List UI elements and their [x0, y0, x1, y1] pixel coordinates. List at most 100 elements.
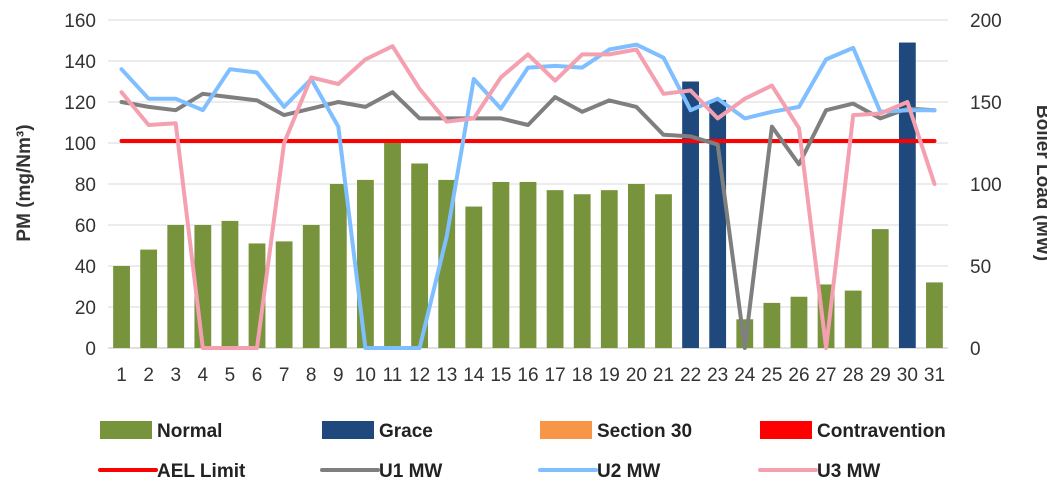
legend-swatch	[760, 421, 812, 439]
x-tick-label: 31	[924, 365, 945, 386]
legend-item-u2-mw: U2 MW	[538, 461, 660, 482]
bar-30	[898, 42, 916, 349]
legend-swatch	[540, 421, 592, 439]
legend-label: Contravention	[817, 421, 946, 442]
bar-1	[113, 266, 130, 348]
legend-label: Normal	[157, 421, 222, 442]
legend-item-u1-mw: U1 MW	[320, 461, 442, 482]
x-tick-label: 2	[143, 365, 154, 386]
x-tick-label: 27	[815, 365, 836, 386]
bar-16	[519, 181, 537, 348]
bar-9	[329, 184, 347, 348]
x-tick-label: 19	[599, 365, 620, 386]
bar-18	[573, 194, 591, 348]
x-tick-label: 30	[897, 365, 918, 386]
bar-14	[465, 206, 483, 348]
y-tick-label: 0	[85, 339, 96, 360]
y-tick-label: 80	[75, 175, 96, 196]
y2-tick-label: 0	[970, 339, 981, 360]
y-tick-label: 20	[75, 298, 96, 319]
bar-3	[167, 225, 185, 348]
bar-10	[357, 179, 374, 348]
bar-26	[790, 296, 808, 348]
x-tick-label: 28	[843, 365, 864, 386]
y-axis-title: PM (mg/Nm³)	[14, 124, 35, 241]
x-tick-label: 21	[653, 365, 674, 386]
bar-5	[221, 220, 239, 348]
series-line-u1-mw	[119, 90, 937, 350]
bar-21	[655, 194, 672, 348]
legend-label: AEL Limit	[157, 461, 246, 482]
x-tick-label: 16	[517, 365, 538, 386]
y-tick-label: 120	[64, 93, 96, 114]
y2-axis-title: Boiler Load (MW)	[1032, 105, 1047, 261]
x-tick-label: 29	[870, 365, 891, 386]
x-tick-label: 10	[355, 365, 376, 386]
legend: Normal Grace Section 30 Contravention AEL Li…	[98, 421, 946, 482]
x-tick-label: 24	[734, 365, 756, 386]
legend-item-contravention: Contravention	[760, 421, 946, 442]
legend-item-ael-limit: AEL Limit	[98, 461, 246, 482]
y-tick-label: 60	[75, 216, 96, 237]
bars	[113, 42, 943, 349]
x-tick-label: 8	[306, 365, 317, 386]
x-tick-label: 5	[225, 365, 236, 386]
x-tick-label: 13	[436, 365, 457, 386]
legend-swatch	[100, 421, 152, 439]
x-tick-label: 4	[198, 365, 209, 386]
bar-7	[275, 241, 293, 348]
legend-item-grace: Grace	[322, 421, 433, 442]
bar-20	[627, 184, 645, 348]
bar-2	[140, 249, 158, 348]
y2-tick-label: 200	[970, 11, 1002, 32]
x-tick-label: 7	[279, 365, 290, 386]
legend-label: U1 MW	[379, 461, 442, 482]
x-tick-label: 25	[761, 365, 782, 386]
bar-11	[384, 143, 401, 348]
legend-item-u3-mw: U3 MW	[758, 461, 880, 482]
legend-label: Section 30	[597, 421, 692, 442]
y-tick-label: 140	[64, 52, 96, 73]
x-tick-label: 26	[788, 365, 809, 386]
legend-label: U3 MW	[817, 461, 880, 482]
y2-tick-label: 100	[970, 175, 1002, 196]
bar-25	[763, 302, 781, 348]
series-line-u2-mw	[119, 42, 937, 350]
bar-28	[844, 290, 862, 348]
x-tick-label: 1	[116, 365, 127, 386]
x-tick-label: 23	[707, 365, 728, 386]
x-tick-label: 6	[252, 365, 263, 386]
y-tick-label: 40	[75, 257, 96, 278]
bar-31	[926, 282, 943, 348]
x-tick-label: 22	[680, 365, 701, 386]
legend-swatch	[322, 421, 374, 439]
bar-12	[411, 163, 429, 348]
x-tick-label: 15	[490, 365, 511, 386]
y2-tick-label: 150	[970, 93, 1002, 114]
x-tick-label: 9	[333, 365, 344, 386]
legend-label: U2 MW	[597, 461, 660, 482]
series-line-u3-mw	[119, 44, 937, 350]
x-tick-label: 12	[409, 365, 430, 386]
x-tick-label: 11	[383, 365, 403, 386]
bar-17	[546, 190, 564, 348]
x-tick-label: 18	[572, 365, 593, 386]
lines	[119, 42, 937, 350]
bar-23	[709, 99, 727, 348]
bar-19	[600, 190, 618, 348]
x-tick-label: 17	[545, 365, 566, 386]
y-tick-label: 100	[64, 134, 96, 155]
y2-tick-label: 50	[970, 257, 991, 278]
legend-item-section-30: Section 30	[540, 421, 692, 442]
legend-label: Grace	[379, 421, 433, 442]
bar-22	[682, 81, 699, 348]
y-tick-label: 160	[64, 11, 96, 32]
bar-8	[302, 225, 320, 348]
x-tick-label: 3	[170, 365, 181, 386]
legend-item-normal: Normal	[100, 421, 222, 442]
x-tick-label: 14	[463, 365, 485, 386]
x-tick-label: 20	[626, 365, 647, 386]
